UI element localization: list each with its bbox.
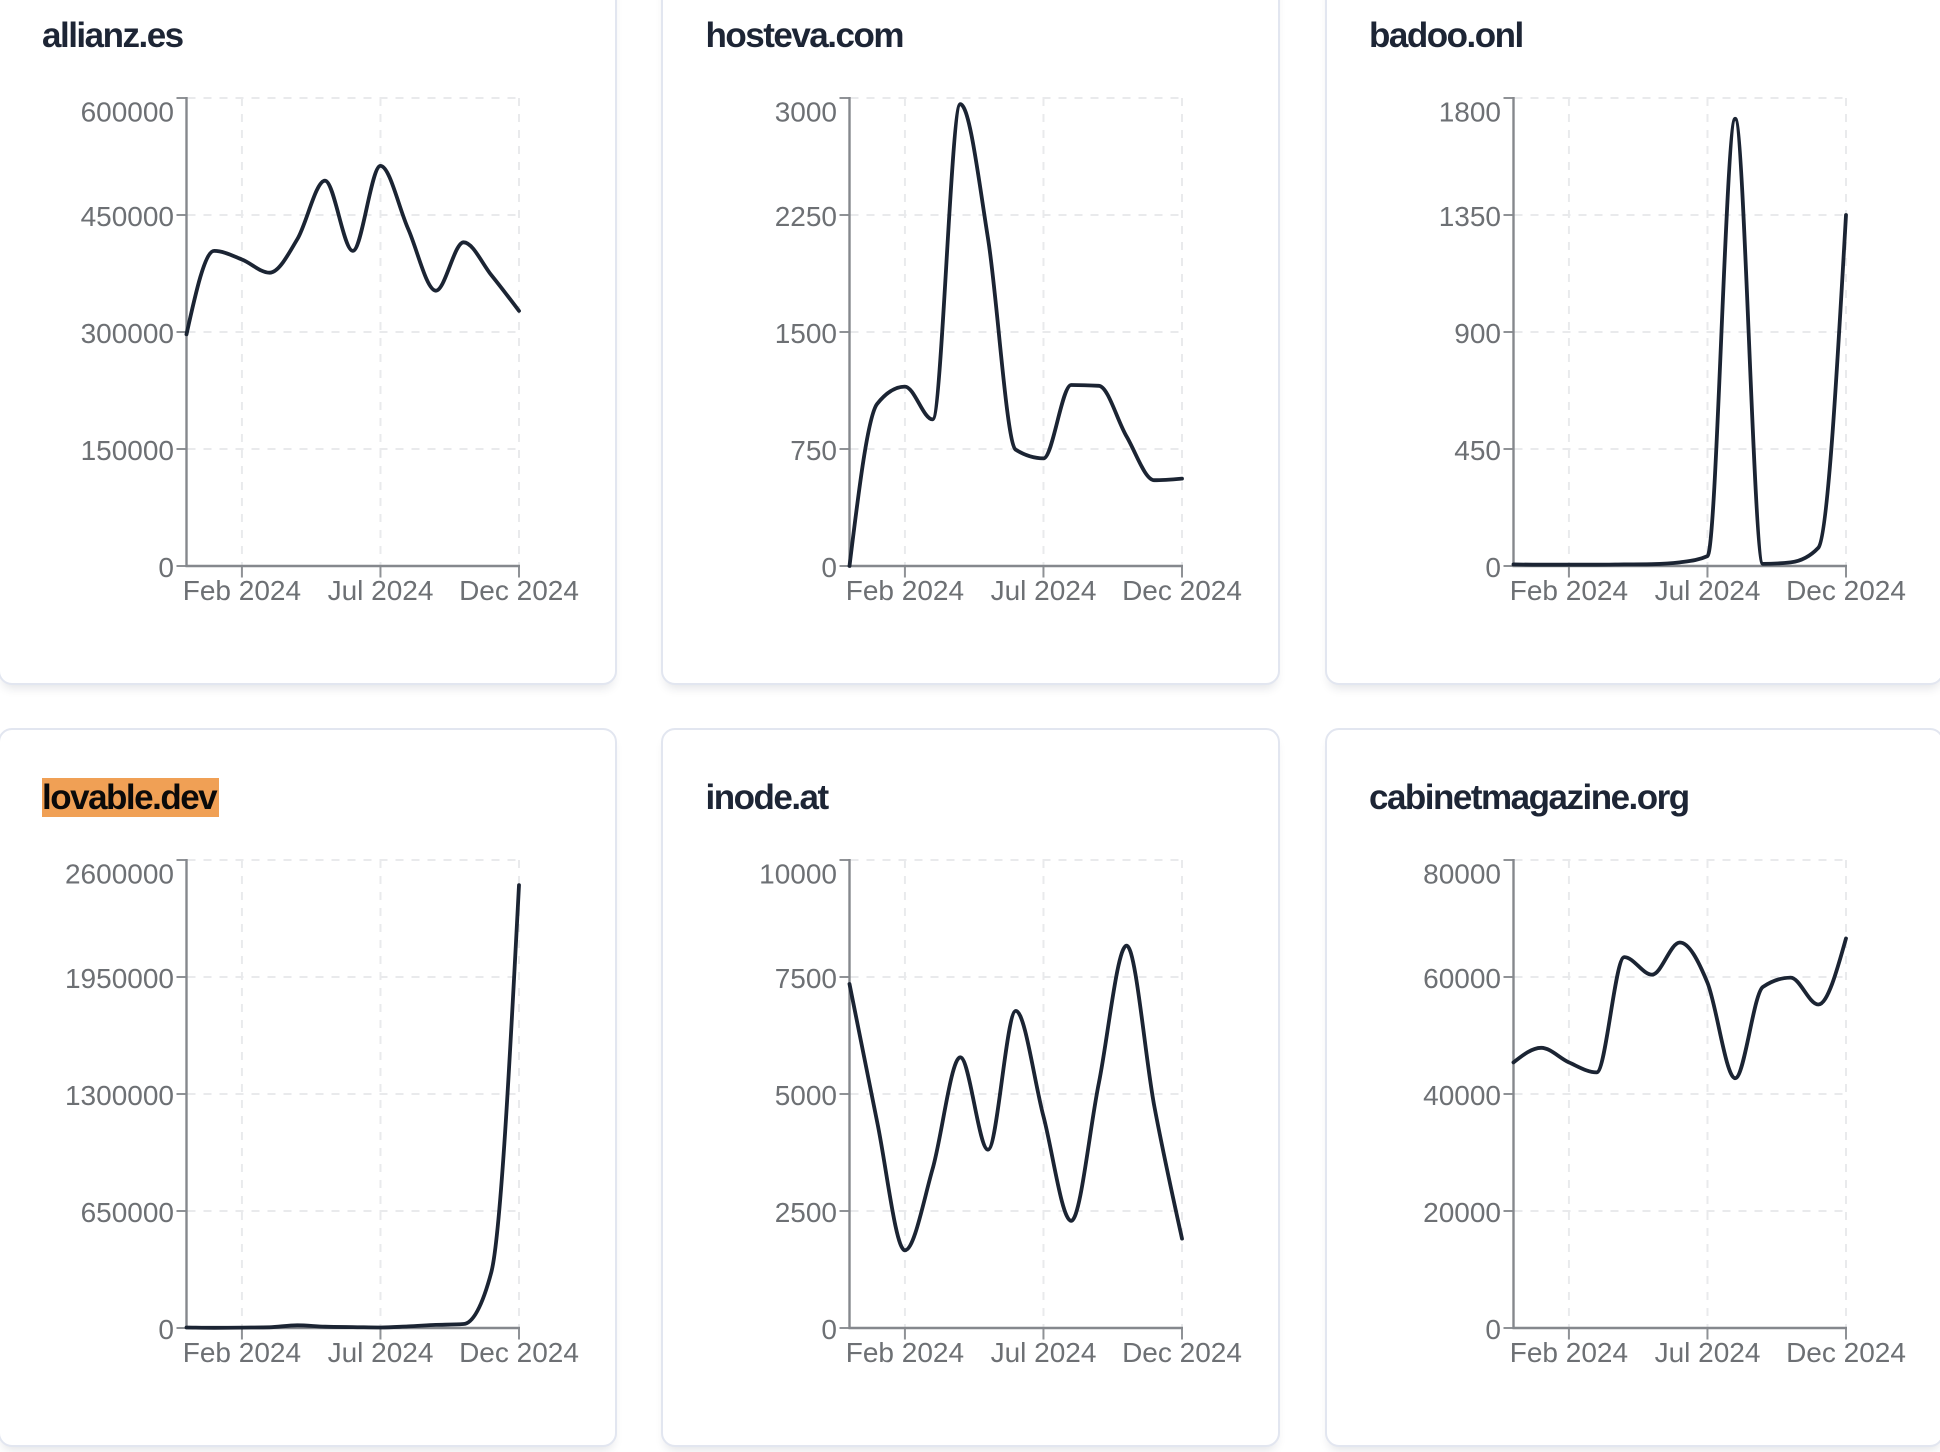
svg-text:Jul 2024: Jul 2024	[991, 575, 1097, 606]
svg-text:Feb 2024: Feb 2024	[1509, 575, 1627, 606]
svg-text:0: 0	[1485, 1314, 1501, 1345]
svg-text:450000: 450000	[80, 201, 173, 232]
svg-text:40000: 40000	[1423, 1080, 1501, 1111]
svg-text:Jul 2024: Jul 2024	[1654, 1337, 1760, 1368]
svg-text:80000: 80000	[1423, 859, 1501, 890]
svg-text:2500: 2500	[775, 1197, 837, 1228]
svg-text:Dec 2024: Dec 2024	[1122, 575, 1242, 606]
svg-text:1300000: 1300000	[64, 1080, 173, 1111]
svg-text:Dec 2024: Dec 2024	[1122, 1337, 1242, 1368]
svg-text:5000: 5000	[775, 1080, 837, 1111]
svg-text:7500: 7500	[775, 963, 837, 994]
svg-text:2600000: 2600000	[64, 859, 173, 890]
svg-text:Feb 2024: Feb 2024	[1509, 1337, 1627, 1368]
svg-text:Jul 2024: Jul 2024	[327, 1337, 433, 1368]
svg-text:Jul 2024: Jul 2024	[327, 575, 433, 606]
svg-text:0: 0	[158, 1314, 174, 1345]
svg-text:Feb 2024: Feb 2024	[182, 1337, 300, 1368]
svg-text:Dec 2024: Dec 2024	[1786, 575, 1906, 606]
svg-text:750: 750	[790, 435, 837, 466]
svg-text:Dec 2024: Dec 2024	[1786, 1337, 1906, 1368]
svg-text:1500: 1500	[775, 318, 837, 349]
svg-text:0: 0	[1485, 552, 1501, 583]
svg-text:20000: 20000	[1423, 1197, 1501, 1228]
svg-text:10000: 10000	[759, 859, 837, 890]
svg-text:150000: 150000	[80, 435, 173, 466]
svg-text:Jul 2024: Jul 2024	[991, 1337, 1097, 1368]
svg-text:Feb 2024: Feb 2024	[182, 575, 300, 606]
svg-text:0: 0	[158, 552, 174, 583]
svg-text:0: 0	[821, 552, 837, 583]
svg-text:900: 900	[1454, 318, 1501, 349]
svg-text:450: 450	[1454, 435, 1501, 466]
svg-text:2250: 2250	[775, 201, 837, 232]
svg-text:60000: 60000	[1423, 963, 1501, 994]
svg-text:Dec 2024: Dec 2024	[459, 1337, 579, 1368]
svg-text:3000: 3000	[775, 97, 837, 128]
svg-text:1950000: 1950000	[64, 963, 173, 994]
svg-text:1350: 1350	[1438, 201, 1500, 232]
svg-text:300000: 300000	[80, 318, 173, 349]
svg-text:Feb 2024: Feb 2024	[846, 1337, 964, 1368]
svg-text:0: 0	[821, 1314, 837, 1345]
svg-text:650000: 650000	[80, 1197, 173, 1228]
svg-text:Dec 2024: Dec 2024	[459, 575, 579, 606]
svg-text:600000: 600000	[80, 97, 173, 128]
svg-text:Jul 2024: Jul 2024	[1654, 575, 1760, 606]
svg-text:1800: 1800	[1438, 97, 1500, 128]
svg-text:Feb 2024: Feb 2024	[846, 575, 964, 606]
